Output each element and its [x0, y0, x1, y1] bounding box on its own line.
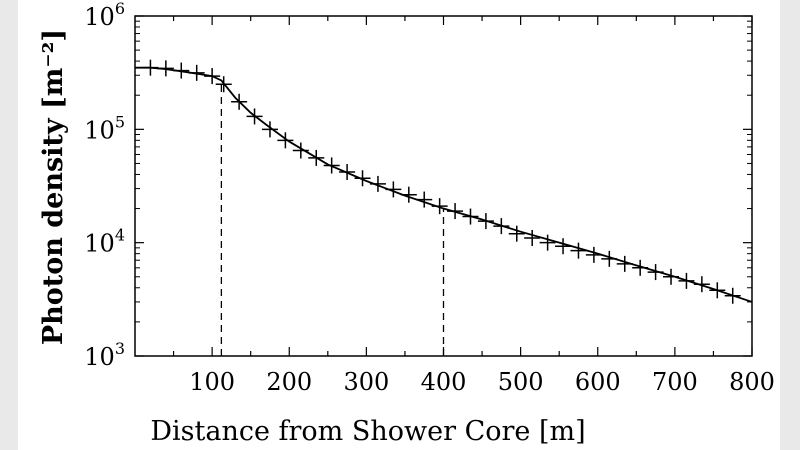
- data-point: [369, 175, 386, 192]
- data-point: [524, 229, 541, 246]
- x-tick-label: 800: [729, 368, 775, 396]
- y-tick-label: 105: [84, 112, 125, 144]
- data-point: [508, 225, 525, 242]
- data-point: [616, 255, 633, 272]
- data-point: [339, 164, 356, 181]
- data-point: [277, 132, 294, 149]
- data-point: [173, 62, 190, 79]
- data-point: [493, 218, 510, 235]
- x-tick-label: 300: [343, 368, 389, 396]
- data-point: [663, 268, 680, 285]
- data-point: [323, 157, 340, 174]
- photon-density-chart: 100 200 300 400 500 600 700 800 103 104 105 106 Dis…: [38, 0, 775, 447]
- x-axis-label: Distance from Shower Core [m]: [150, 416, 585, 447]
- data-point: [539, 234, 556, 251]
- y-tick-label: 103: [84, 339, 125, 371]
- x-tick-label: 700: [652, 368, 698, 396]
- data-point: [477, 213, 494, 230]
- data-point: [555, 238, 572, 255]
- data-point: [632, 259, 649, 276]
- data-point: [431, 198, 448, 215]
- data-point: [585, 246, 602, 263]
- data-point: [709, 282, 726, 299]
- data-point: [204, 68, 221, 85]
- plot-layer: 100 200 300 400 500 600 700 800 103 104 105 106: [84, 0, 775, 396]
- data-point: [261, 121, 278, 138]
- data-point: [724, 287, 741, 304]
- x-tick-label: 200: [266, 368, 312, 396]
- x-tick-label: 500: [498, 368, 544, 396]
- data-point: [678, 272, 695, 289]
- x-tick-label: 400: [421, 368, 467, 396]
- x-tick-label: 600: [575, 368, 621, 396]
- data-point: [462, 208, 479, 225]
- data-point: [601, 250, 618, 267]
- x-tick-label: 100: [189, 368, 235, 396]
- data-point: [142, 59, 159, 76]
- y-tick-label: 106: [84, 0, 125, 31]
- chart-canvas: 100 200 300 400 500 600 700 800 103 104 105 106 Dis…: [18, 0, 780, 450]
- data-point: [157, 60, 174, 77]
- data-point: [447, 203, 464, 220]
- data-point: [400, 186, 417, 203]
- y-axis-label: Photon density [m⁻²]: [38, 29, 69, 345]
- data-point: [292, 142, 309, 159]
- data-point: [215, 76, 232, 93]
- y-tick-label: 104: [84, 226, 125, 258]
- data-point: [416, 191, 433, 208]
- data-point: [570, 242, 587, 259]
- data-point: [308, 149, 325, 166]
- data-point: [693, 276, 710, 293]
- data-point: [647, 264, 664, 281]
- data-point: [188, 64, 205, 81]
- data-point: [231, 93, 248, 110]
- data-point: [246, 108, 263, 125]
- data-point: [385, 181, 402, 198]
- data-point: [354, 170, 371, 187]
